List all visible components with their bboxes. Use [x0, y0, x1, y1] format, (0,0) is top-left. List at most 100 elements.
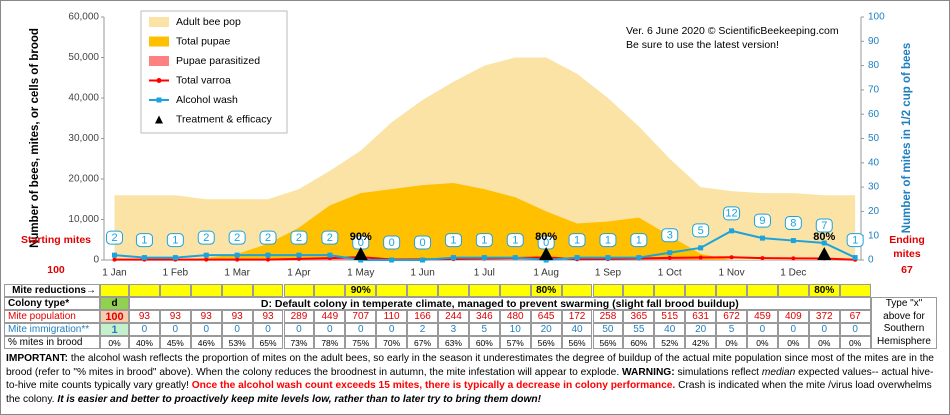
table-cell: 166 — [407, 310, 438, 323]
table-cell: 45% — [159, 336, 191, 349]
end-value: 67 — [901, 264, 913, 276]
y2-tick-label: 20 — [868, 206, 880, 217]
data-label: 5 — [698, 225, 704, 237]
point — [698, 255, 703, 260]
notes: IMPORTANT: the alcohol wash reflects the… — [6, 352, 941, 406]
x-tick-label: 1 Feb — [163, 268, 189, 279]
table-cell: 93 — [221, 310, 253, 323]
data-label-box — [506, 233, 524, 248]
x-tick-label: 1 Apr — [287, 268, 311, 279]
point — [760, 256, 765, 261]
data-label-box — [135, 233, 153, 248]
y-tick-label: 30,000 — [68, 133, 99, 144]
note-text: the alcohol wash reflects the proportion… — [6, 353, 934, 378]
data-label: 0 — [543, 237, 549, 249]
table-cell: 0 — [159, 323, 191, 336]
point — [112, 257, 117, 262]
table-cell: 372 — [808, 310, 840, 323]
table-cell: 93 — [129, 310, 160, 323]
data-label-box — [166, 233, 184, 248]
data-label-box — [197, 230, 215, 245]
table-cell: 0% — [777, 336, 809, 349]
table-cell: 409 — [777, 310, 809, 323]
legend-label: Total varroa — [176, 74, 231, 86]
x-tick-label: 1 Nov — [718, 268, 744, 279]
table-cell: 60% — [623, 336, 655, 349]
point — [203, 252, 209, 258]
point — [235, 257, 240, 262]
table-cell: 258 — [592, 310, 624, 323]
y2-tick-label: 50 — [868, 133, 880, 144]
hemisphere-note: Type "x" above for Southern Hemisphere — [871, 297, 937, 349]
data-label: 1 — [172, 234, 178, 246]
table-cell: 1 — [100, 323, 129, 336]
reduction-cell — [747, 284, 778, 297]
row-label: Colony type* — [4, 297, 100, 310]
note-text: Crash is indicated when the mite /virus … — [6, 380, 932, 405]
data-label-box — [228, 230, 246, 245]
reduction-cell — [623, 284, 655, 297]
x-tick-label: 1 Aug — [533, 268, 559, 279]
y-axis-title: Number of bees, mites, or cells of brood — [29, 28, 41, 248]
y2-tick-label: 70 — [868, 85, 880, 96]
y2-tick-label: 40 — [868, 157, 880, 168]
data-label: 1 — [481, 234, 487, 246]
data-label: 1 — [141, 234, 147, 246]
table-cell: 631 — [685, 310, 717, 323]
y2-axis-title: Number of mites in 1/2 cup of bees — [901, 43, 913, 233]
data-label: 7 — [821, 220, 827, 232]
x-tick-label: 1 Jul — [474, 268, 495, 279]
x-tick-label: 1 Sep — [595, 268, 622, 279]
table-cell: 0 — [345, 323, 377, 336]
data-label: 1 — [605, 234, 611, 246]
table-cell: 56% — [561, 336, 593, 349]
reduction-cell — [376, 284, 408, 297]
start-value: 100 — [47, 264, 65, 276]
data-label-box — [321, 230, 339, 245]
table-cell: 50 — [592, 323, 624, 336]
x-tick-label: 1 Jan — [102, 268, 126, 279]
table-cell: 0 — [283, 323, 315, 336]
data-label: 12 — [725, 208, 737, 220]
end-label: Ending mites — [889, 234, 925, 260]
reduction-cell — [159, 284, 191, 297]
note-text: expected values-- actual hive-to-hive mi… — [6, 366, 934, 392]
table-cell: 3 — [438, 323, 469, 336]
row-label: Mite reductions→ — [4, 284, 100, 297]
table-cell: 40% — [129, 336, 160, 349]
point — [327, 252, 333, 258]
point — [852, 255, 858, 261]
legend-box — [140, 10, 288, 134]
data-label-box — [630, 233, 648, 248]
table-cell: 0 — [129, 323, 160, 336]
reduction-cell — [407, 284, 438, 297]
data-label: 8 — [790, 217, 796, 229]
reduction-cell — [777, 284, 809, 297]
table-cell: 459 — [747, 310, 778, 323]
chart: Number of bees, mites, or cells of brood… — [29, 10, 913, 279]
point — [636, 255, 642, 261]
point — [667, 255, 672, 260]
note-text: It is easier and better to proactively k… — [57, 393, 542, 405]
point — [821, 240, 827, 246]
data-label: 9 — [759, 215, 765, 227]
table-cell: 67 — [839, 310, 871, 323]
table-cell: 515 — [654, 310, 686, 323]
y2-tick-label: 0 — [868, 255, 874, 266]
y2-tick-label: 10 — [868, 230, 880, 241]
legend-swatch — [149, 36, 169, 47]
table-cell: 449 — [314, 310, 346, 323]
table-cell: 480 — [499, 310, 531, 323]
table-cell: 42% — [685, 336, 717, 349]
table-cell: 0 — [314, 323, 346, 336]
table-cell: 93 — [190, 310, 222, 323]
point — [296, 256, 301, 261]
table-cell: 0 — [190, 323, 222, 336]
data-label: 1 — [636, 234, 642, 246]
reduction-cell: 80% — [530, 284, 562, 297]
point — [296, 252, 302, 258]
reduction-cell — [654, 284, 686, 297]
table-cell: 172 — [561, 310, 593, 323]
data-label-box — [784, 216, 802, 231]
table-cell: 56% — [592, 336, 624, 349]
